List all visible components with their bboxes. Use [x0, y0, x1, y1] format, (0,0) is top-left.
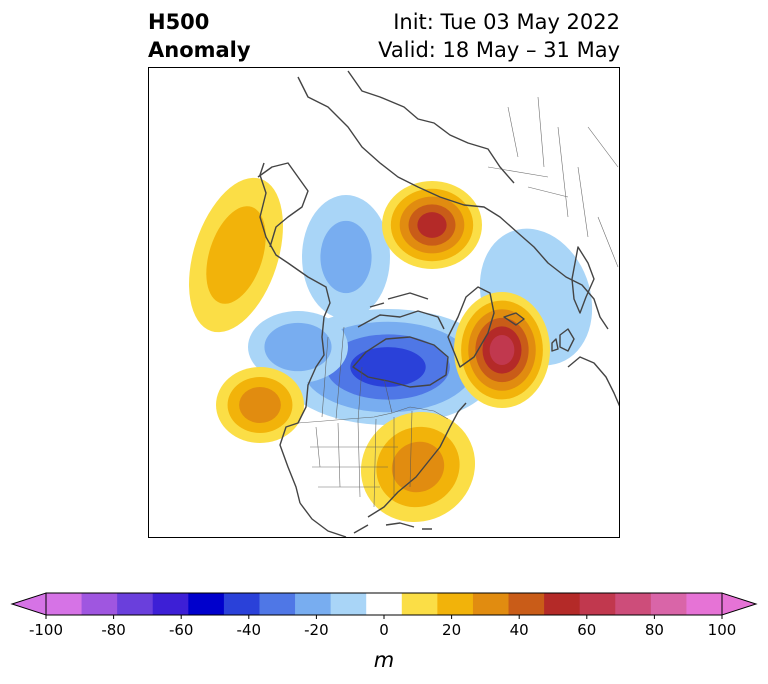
- colorbar-tick-label: 0: [379, 621, 389, 639]
- colorbar-tick-label: 20: [442, 621, 461, 639]
- us-canada-border: [297, 406, 449, 424]
- colorbar-cell: [81, 593, 118, 615]
- colorbar-cell: [579, 593, 616, 615]
- colorbar-tick-label: -100: [29, 621, 63, 639]
- colorbar-tick-label: -60: [169, 621, 194, 639]
- colorbar-tick-label: 80: [645, 621, 664, 639]
- colorbar-tick-label: 100: [708, 621, 737, 639]
- colorbar-cell: [472, 593, 510, 615]
- anomaly-contour: [264, 322, 332, 372]
- anomaly-contour: [206, 206, 266, 304]
- valid-label: Valid: 18 May – 31 May: [378, 38, 620, 62]
- anomaly-center: [454, 292, 550, 408]
- anomaly-map: [148, 67, 620, 538]
- colorbar-cell: [366, 593, 403, 615]
- british-isles: [551, 328, 575, 352]
- anomaly-contour: [489, 335, 515, 365]
- mexico-coast: [299, 502, 369, 538]
- colorbar-cell: [686, 593, 723, 615]
- chart-title-right: Init: Tue 03 May 2022 Valid: 18 May – 31…: [378, 8, 620, 64]
- europe-coast: [567, 356, 620, 408]
- eastern-us-coast: [367, 402, 467, 518]
- north-america-coast: [259, 162, 331, 504]
- scandinavia: [571, 246, 595, 314]
- colorbar-unit-label: m: [374, 648, 394, 672]
- alaska-coast: [257, 162, 309, 248]
- colorbar-cell: [259, 593, 296, 615]
- anomaly-contour: [417, 212, 447, 238]
- colorbar-cell: [437, 593, 474, 615]
- colorbar-cell: [650, 593, 687, 615]
- colorbar-cell: [152, 593, 189, 615]
- colorbar-cell: [615, 593, 652, 615]
- canada-province-lines: [321, 326, 393, 422]
- colorbar-cell: [117, 593, 154, 615]
- chart-title-left: H500 Anomaly: [148, 8, 251, 64]
- canadian-archipelago: [357, 292, 445, 330]
- eurasia-borders: [487, 96, 619, 268]
- anomaly-center: [302, 195, 390, 319]
- anomaly-contour: [320, 220, 372, 294]
- coastlines: [257, 70, 620, 538]
- map-frame: [148, 67, 620, 538]
- colorbar-over-arrow: [721, 592, 758, 616]
- colorbar-tick-label: -20: [304, 621, 329, 639]
- colorbar-cell: [223, 593, 260, 615]
- colorbar-cells: [10, 592, 758, 616]
- colorbar-ticks: -100 -80 -60 -40 -20 0 20 40 60 80 100: [29, 615, 736, 639]
- init-label: Init: Tue 03 May 2022: [393, 10, 620, 34]
- colorbar-tick-label: 40: [510, 621, 529, 639]
- iceland: [503, 312, 525, 326]
- colorbar-tick-label: -80: [101, 621, 126, 639]
- colorbar-tick-label: 60: [577, 621, 596, 639]
- greenland: [447, 286, 495, 368]
- colorbar-under-arrow: [10, 592, 47, 616]
- eurasia-coast: [297, 76, 609, 330]
- anomaly-contour: [239, 386, 281, 424]
- colorbar-cell: [188, 593, 225, 615]
- siberia-coast: [347, 70, 515, 184]
- colorbar-cell: [544, 593, 581, 615]
- colorbar-cell: [46, 593, 83, 615]
- colorbar-cell: [508, 593, 545, 615]
- us-state-lines: [310, 410, 413, 508]
- colorbar: -100 -80 -60 -40 -20 0 20 40 60 80 100 m: [10, 592, 758, 672]
- kind-label: Anomaly: [148, 38, 251, 62]
- colorbar-cell: [295, 593, 332, 615]
- anomaly-contour: [391, 441, 445, 493]
- variable-label: H500: [148, 10, 210, 34]
- caribbean-islands: [385, 522, 432, 530]
- anomaly-center: [382, 181, 482, 269]
- colorbar-cell: [330, 593, 367, 615]
- anomaly-center: [216, 367, 304, 443]
- political-borders: [297, 96, 619, 508]
- colorbar-cell: [401, 593, 438, 615]
- hudson-bay: [352, 336, 449, 388]
- colorbar-tick-label: -40: [237, 621, 262, 639]
